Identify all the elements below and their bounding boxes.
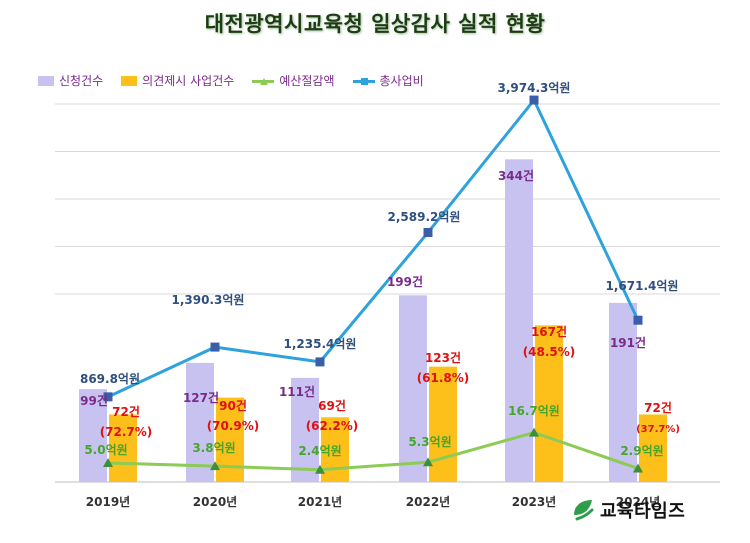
marker-savings	[103, 458, 113, 467]
line-savings	[107, 431, 639, 472]
marker-savings	[423, 457, 433, 467]
data-label-adopt: 72건	[112, 404, 140, 419]
data-label-rate: (70.9%)	[207, 419, 260, 433]
legend-label-apply: 신청건수	[59, 74, 104, 88]
logo: 교육타임즈	[570, 497, 685, 523]
data-label-cost: 3,974.3억원	[498, 81, 571, 95]
marker-cost	[315, 357, 325, 367]
legend-swatch-savings	[252, 76, 275, 86]
data-label-savings: 16.7억원	[508, 404, 560, 418]
legend-swatch-adopt	[121, 75, 138, 86]
data-label-adopt: 123건	[425, 350, 461, 365]
bar-adopt	[535, 325, 563, 482]
data-label-apply: 111건	[279, 384, 315, 399]
data-label-apply: 127건	[183, 390, 219, 405]
bar-apply	[291, 377, 319, 482]
x-tick-label: 2019년	[86, 495, 130, 509]
data-label-cost: 1,235.4억원	[284, 337, 357, 351]
legend-label-cost: 총사업비	[379, 74, 424, 88]
legend-item-cost: 총사업비	[352, 72, 424, 89]
bar-adopt	[321, 417, 349, 482]
data-label-cost: 2,589.2억원	[388, 210, 461, 224]
marker-savings	[633, 463, 643, 473]
data-label-rate: (72.7%)	[100, 425, 153, 439]
data-label-adopt: 72건	[644, 400, 672, 415]
logo-text: 교육타임즈	[600, 501, 686, 522]
x-tick-label: 2024년	[616, 495, 660, 509]
data-label-savings: 3.8억원	[192, 441, 235, 455]
data-label-savings: 5.0억원	[84, 443, 127, 457]
data-label-savings: 5.3억원	[408, 435, 451, 449]
data-label-savings: 2.4억원	[298, 444, 341, 458]
data-label-rate: (37.7%)	[636, 424, 680, 435]
data-label-rate: (61.8%)	[417, 371, 470, 385]
chart-legend: 신청건수 의견제시 사업건수 예산절감액 총사업비	[38, 72, 424, 89]
data-label-savings: 2.9억원	[620, 444, 663, 458]
bar-adopt	[639, 414, 667, 482]
bar-apply	[79, 389, 107, 482]
data-label-apply: 99건	[80, 393, 108, 408]
bar-apply	[609, 302, 637, 482]
x-tick-label: 2023년	[512, 495, 556, 509]
marker-cost	[423, 227, 433, 237]
legend-swatch-cost	[352, 76, 375, 86]
marker-cost	[529, 95, 539, 105]
marker-cost	[210, 342, 220, 352]
data-label-cost: 1,390.3억원	[172, 293, 245, 307]
legend-item-adopt: 의견제시 사업건수	[121, 72, 234, 89]
x-tick-label: 2021년	[298, 495, 342, 509]
x-tick-label: 2020년	[193, 495, 237, 509]
bar-adopt	[109, 414, 137, 482]
data-label-rate: (48.5%)	[523, 345, 576, 359]
data-label-rate: (62.2%)	[306, 419, 359, 433]
marker-savings	[315, 464, 325, 474]
legend-label-adopt: 의견제시 사업건수	[142, 74, 235, 88]
data-label-adopt: 90건	[219, 398, 247, 413]
legend-label-savings: 예산절감액	[279, 74, 335, 88]
data-label-cost: 1,671.4억원	[606, 279, 679, 293]
bar-apply	[399, 295, 427, 482]
legend-item-savings: 예산절감액	[252, 72, 335, 89]
x-tick-label: 2022년	[406, 495, 450, 509]
bar-apply	[505, 159, 533, 482]
data-label-apply: 191건	[610, 335, 646, 350]
chart-title: 대전광역시교육청 일상감사 실적 현황	[204, 12, 546, 36]
bar-apply	[186, 362, 214, 482]
legend-swatch-apply	[38, 75, 54, 86]
data-label-apply: 199건	[387, 274, 423, 289]
legend-item-apply: 신청건수	[38, 72, 103, 89]
line-cost	[107, 97, 640, 399]
bar-adopt	[429, 366, 457, 482]
logo-leaf-icon	[574, 500, 594, 521]
data-label-adopt: 167건	[531, 324, 567, 339]
data-label-adopt: 69건	[318, 398, 346, 413]
data-label-apply: 344건	[498, 168, 534, 183]
marker-savings	[529, 427, 539, 437]
data-label-cost: 869.8억원	[80, 372, 140, 386]
marker-cost	[103, 392, 113, 402]
marker-savings	[210, 461, 220, 471]
marker-cost	[633, 315, 643, 325]
